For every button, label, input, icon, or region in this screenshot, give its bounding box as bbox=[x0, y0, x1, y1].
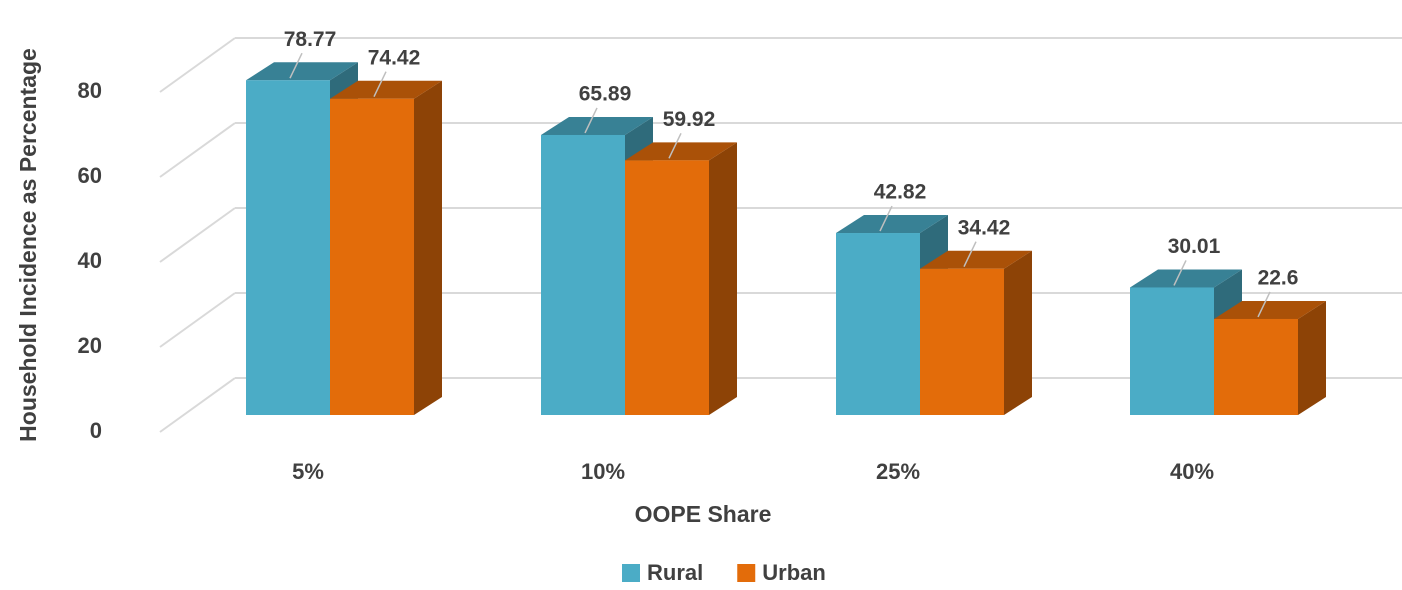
x-tick-label: 5% bbox=[292, 459, 324, 484]
y-tick-label: 20 bbox=[78, 333, 102, 358]
bar bbox=[625, 160, 709, 415]
leader-line bbox=[879, 205, 893, 232]
leader-line bbox=[584, 107, 598, 134]
bar-side bbox=[709, 142, 737, 415]
bar bbox=[246, 80, 330, 415]
legend-label: Rural bbox=[647, 560, 703, 585]
leader-line bbox=[1173, 260, 1187, 286]
leader-line bbox=[1257, 291, 1271, 318]
leader-line bbox=[373, 71, 387, 98]
legend-swatch bbox=[622, 564, 640, 582]
data-label: 74.42 bbox=[368, 46, 421, 69]
leader-line bbox=[963, 241, 977, 268]
grid-line bbox=[159, 37, 236, 93]
bar-top bbox=[1214, 300, 1326, 319]
bar-top bbox=[836, 215, 948, 234]
y-tick-label: 80 bbox=[78, 78, 102, 103]
y-axis-title: Household Incidence as Percentage bbox=[15, 48, 41, 442]
bar bbox=[541, 134, 625, 415]
grid-line bbox=[159, 122, 236, 178]
leader-line bbox=[668, 133, 682, 159]
legend-swatch bbox=[737, 564, 756, 582]
bar-side bbox=[414, 80, 442, 415]
data-label: 65.89 bbox=[579, 83, 632, 106]
leader-line bbox=[289, 52, 303, 79]
data-label: 42.82 bbox=[874, 181, 927, 204]
bar-side bbox=[1298, 300, 1326, 415]
grid-line bbox=[159, 207, 236, 263]
x-tick-label: 10% bbox=[581, 459, 625, 484]
bar-side bbox=[1004, 250, 1032, 415]
grid-line bbox=[159, 377, 236, 433]
bar bbox=[1214, 318, 1298, 415]
bar-top bbox=[246, 62, 358, 81]
bar bbox=[330, 98, 414, 415]
bar-top bbox=[1130, 269, 1242, 288]
bar-top bbox=[330, 80, 442, 99]
bar-top bbox=[625, 142, 737, 161]
data-label: 30.01 bbox=[1168, 235, 1221, 258]
grid-line bbox=[159, 292, 236, 348]
bar bbox=[1130, 287, 1214, 415]
y-tick-label: 40 bbox=[78, 248, 102, 273]
data-label: 22.6 bbox=[1258, 266, 1299, 289]
legend-label: Urban bbox=[762, 560, 826, 585]
data-label: 78.77 bbox=[284, 28, 337, 51]
y-tick-label: 60 bbox=[78, 163, 102, 188]
data-label: 59.92 bbox=[663, 108, 716, 131]
bar-top bbox=[920, 250, 1032, 269]
bar bbox=[920, 268, 1004, 415]
y-tick-label: 0 bbox=[90, 418, 102, 443]
x-tick-label: 25% bbox=[876, 459, 920, 484]
x-axis-title: OOPE Share bbox=[635, 501, 772, 527]
bar bbox=[836, 233, 920, 415]
data-label: 34.42 bbox=[958, 216, 1011, 239]
bar-top bbox=[541, 116, 653, 135]
x-tick-label: 40% bbox=[1170, 459, 1214, 484]
